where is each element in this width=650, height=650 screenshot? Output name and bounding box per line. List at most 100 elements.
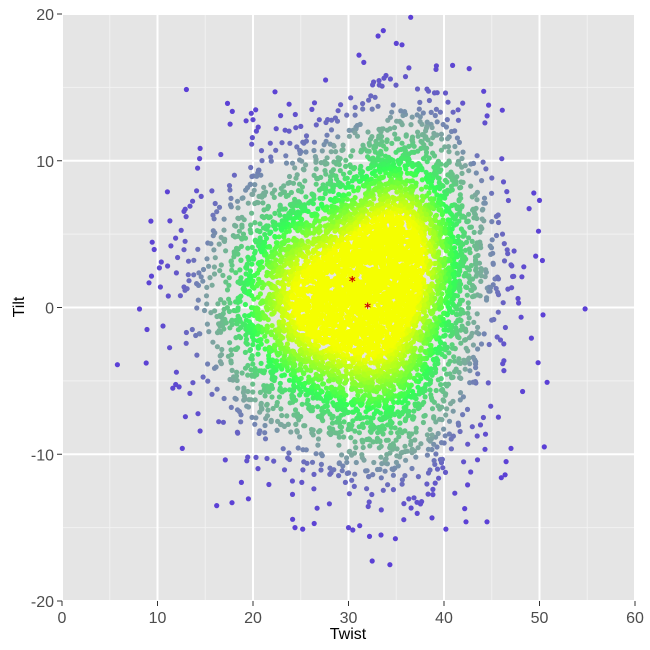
data-point [194, 305, 200, 311]
data-point [403, 166, 409, 172]
data-point [448, 169, 454, 175]
data-point [392, 131, 398, 137]
data-point [501, 358, 507, 364]
data-point [261, 368, 268, 374]
data-point [218, 151, 224, 158]
data-point [452, 143, 458, 150]
data-point [254, 372, 260, 378]
data-point [297, 292, 303, 298]
data-point [197, 156, 203, 162]
data-point [283, 349, 289, 355]
data-point [420, 132, 426, 138]
data-point [438, 131, 444, 137]
data-point [318, 174, 324, 180]
data-point [355, 187, 361, 193]
data-point [217, 268, 223, 274]
data-point [473, 258, 479, 264]
data-point [315, 442, 321, 448]
data-point [289, 160, 296, 166]
data-point [337, 168, 343, 174]
data-point [499, 231, 506, 237]
data-point [323, 331, 329, 337]
data-point [271, 194, 277, 200]
data-point [429, 281, 435, 287]
data-point [433, 63, 439, 69]
data-point [234, 369, 240, 375]
data-point [273, 240, 279, 246]
data-point [201, 307, 208, 314]
data-point [226, 275, 232, 281]
data-point [197, 428, 203, 434]
data-point [238, 325, 244, 331]
data-point [246, 319, 252, 325]
data-point [204, 321, 210, 327]
data-point [472, 192, 478, 198]
data-point [301, 288, 307, 294]
data-point [480, 159, 486, 165]
data-point [336, 274, 342, 280]
data-point [322, 215, 328, 222]
data-point [354, 248, 360, 254]
data-point [509, 285, 515, 291]
data-point [212, 255, 218, 261]
data-point [457, 185, 463, 191]
data-point [299, 479, 305, 485]
data-point [339, 147, 345, 153]
data-point [228, 352, 235, 358]
data-point [424, 119, 430, 125]
data-point [504, 247, 510, 253]
data-point [426, 97, 432, 104]
data-point [455, 233, 461, 240]
data-point [286, 173, 293, 180]
data-point [321, 142, 327, 148]
data-point [465, 305, 472, 311]
data-point [483, 269, 489, 275]
data-point [495, 289, 501, 295]
data-point [270, 368, 276, 374]
data-point [268, 348, 274, 354]
data-point [450, 109, 456, 115]
data-point [210, 339, 216, 345]
data-point [340, 236, 346, 242]
data-point [366, 97, 372, 103]
data-point [439, 243, 445, 249]
data-point [455, 107, 461, 113]
data-point [322, 223, 328, 229]
data-point [249, 414, 255, 420]
data-point [398, 184, 404, 190]
data-point [329, 267, 335, 273]
data-point [408, 122, 414, 128]
data-point [299, 158, 305, 164]
data-point [294, 144, 300, 150]
data-point [270, 274, 276, 280]
data-point [427, 227, 433, 233]
data-point [254, 173, 260, 179]
data-point [367, 200, 373, 206]
data-point [320, 324, 326, 330]
data-point [474, 329, 480, 335]
data-point [469, 330, 475, 336]
data-point [437, 109, 443, 115]
data-point [348, 95, 354, 101]
data-point [391, 125, 398, 131]
data-point [160, 323, 166, 329]
data-point [267, 300, 273, 307]
data-point [399, 122, 405, 128]
data-point [380, 206, 386, 212]
data-point [248, 164, 254, 171]
data-point [495, 276, 502, 282]
data-point [471, 229, 477, 235]
data-point [208, 241, 214, 247]
data-point [284, 341, 290, 347]
data-point [164, 189, 170, 195]
data-point [315, 404, 321, 410]
data-point [424, 452, 430, 458]
data-point [490, 250, 496, 256]
data-point [241, 385, 247, 391]
data-point [228, 360, 234, 366]
data-point [305, 337, 311, 343]
data-point [250, 389, 256, 395]
data-point [297, 348, 303, 354]
data-point [261, 240, 267, 246]
data-point [264, 305, 270, 311]
